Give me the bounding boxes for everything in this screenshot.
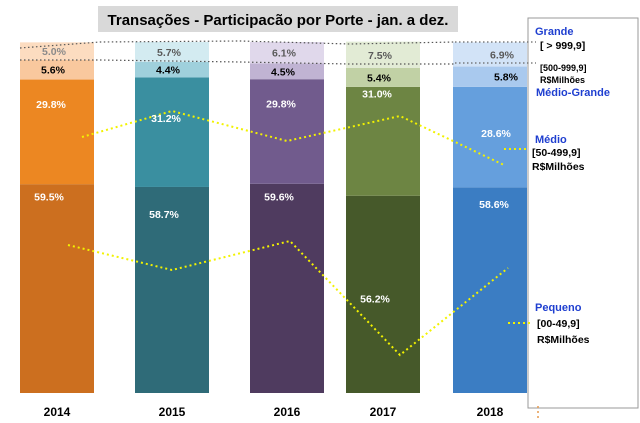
bar-2017-grande <box>346 41 420 68</box>
label-2015-pequeno: 58.7% <box>149 209 179 221</box>
legend-pequeno-name: Pequeno <box>535 302 582 314</box>
label-2016-pequeno: 59.6% <box>264 191 294 203</box>
bar-2014-grande <box>20 42 94 60</box>
x-tick-2017: 2017 <box>370 405 397 419</box>
label-2017-pequeno: 56.2% <box>360 293 390 305</box>
label-2018-pequeno: 58.6% <box>479 199 509 211</box>
bar-2017-medio <box>346 86 420 196</box>
pequeno-trend-line <box>67 239 509 357</box>
chart-title-box <box>98 6 458 32</box>
label-2015-mediogrande: 4.4% <box>156 65 181 77</box>
label-2018-mediogrande: 5.8% <box>494 72 519 84</box>
label-2015-grande: 5.7% <box>157 47 182 59</box>
mediogrande-connector <box>20 59 455 65</box>
legend-mediogrande-range: [500-999,9] <box>540 63 587 73</box>
x-axis: 2014 2015 2016 2017 2018 <box>44 405 504 419</box>
bar-2016-medio <box>250 79 324 184</box>
grande-connector <box>19 40 456 49</box>
bar-2017-mediogrande <box>346 67 420 87</box>
bars-group <box>20 41 527 393</box>
x-tick-2018: 2018 <box>477 405 504 419</box>
legend-pequeno-range: [00-49,9] <box>537 318 580 330</box>
label-2014-pequeno: 59.5% <box>34 192 64 204</box>
bar-2018-medio <box>453 86 527 188</box>
label-2014-mediogrande: 5.6% <box>41 65 66 77</box>
label-2014-grande: 5.0% <box>42 46 67 58</box>
bar-2014-mediogrande <box>20 59 94 80</box>
legend-medio-range: [50-499,9] <box>532 147 580 159</box>
legend-grande-name: Grande <box>535 26 574 38</box>
bar-2018-grande <box>453 42 527 67</box>
bar-2014-pequeno <box>20 184 94 393</box>
data-labels-group: 59.5% 29.8% 5.6% 5.0% 58.7% 31.2% 4.4% 5.7% 59.6… <box>34 46 519 305</box>
x-tick-2016: 2016 <box>274 405 301 419</box>
bar-2017-pequeno <box>346 195 420 393</box>
bar-2016-grande <box>250 42 324 64</box>
legend-mediogrande-unit: R$Milhões <box>540 75 585 85</box>
trend-lines-group <box>19 40 509 357</box>
x-tick-2014: 2014 <box>44 405 71 419</box>
legend-pequeno-unit: R$Milhões <box>537 334 590 346</box>
x-tick-2015: 2015 <box>159 405 186 419</box>
bar-2015-pequeno <box>135 186 209 393</box>
legend: Grande [ > 999,9] [500-999,9] R$Milhões … <box>455 17 639 420</box>
legend-medio-name: Médio <box>535 134 567 146</box>
label-2018-medio: 28.6% <box>481 128 511 140</box>
medio-trend-line <box>81 109 505 166</box>
label-2017-medio: 31.0% <box>362 88 392 100</box>
legend-medio-unit: R$Milhões <box>532 161 585 173</box>
bar-2015-mediogrande <box>135 62 209 78</box>
bar-2016-pequeno <box>250 183 324 393</box>
label-2014-medio: 29.8% <box>36 99 66 111</box>
label-2016-grande: 6.1% <box>272 48 297 60</box>
bar-2014-medio <box>20 79 94 185</box>
legend-mediogrande-name: Médio-Grande <box>536 87 610 99</box>
legend-box <box>527 17 639 409</box>
label-2018-grande: 6.9% <box>490 49 515 61</box>
bar-2015-grande <box>135 42 209 63</box>
bar-2018-mediogrande <box>453 66 527 87</box>
bar-2018-pequeno <box>453 187 527 393</box>
label-2017-grande: 7.5% <box>368 50 393 62</box>
label-2016-medio: 29.8% <box>266 99 296 111</box>
label-2015-medio: 31.2% <box>151 113 181 125</box>
chart-title: Transações - Participacão por Porte - ja… <box>108 12 449 29</box>
bar-2016-mediogrande <box>250 63 324 80</box>
label-2016-mediogrande: 4.5% <box>271 66 296 78</box>
bar-2015-medio <box>135 77 209 187</box>
label-2017-mediogrande: 5.4% <box>367 72 392 84</box>
legend-grande-range: [ > 999,9] <box>540 40 585 52</box>
